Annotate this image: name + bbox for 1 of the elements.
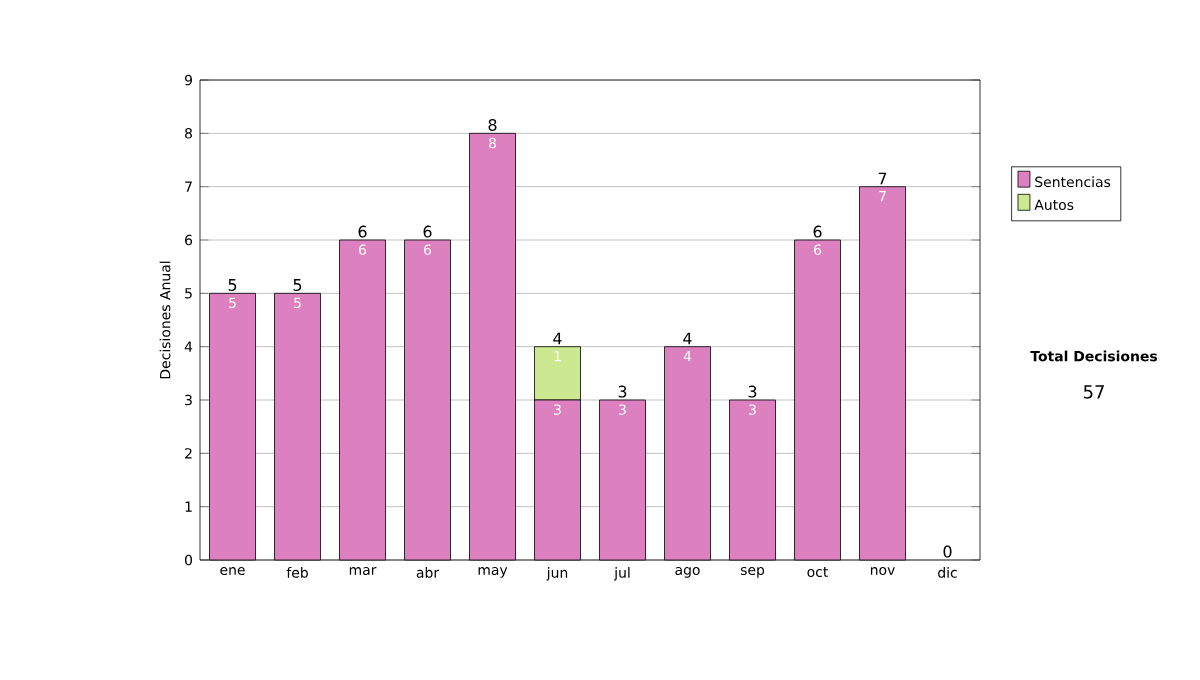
text: 57: [1083, 385, 1104, 399]
